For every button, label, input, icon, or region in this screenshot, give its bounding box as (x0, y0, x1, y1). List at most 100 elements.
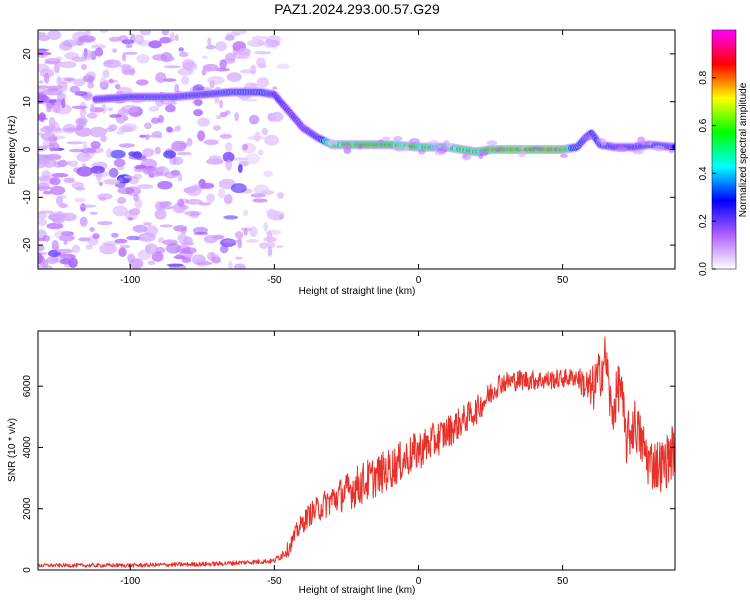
noise-blob (117, 196, 127, 205)
noise-blob (138, 232, 156, 242)
noise-blob (197, 117, 211, 127)
noise-blob (219, 111, 228, 118)
noise-blob (58, 234, 75, 242)
noise-blob (87, 82, 95, 89)
noise-blob (166, 263, 184, 267)
noise-blob (123, 51, 138, 55)
noise-blob (38, 160, 47, 169)
noise-blob (252, 198, 261, 203)
noise-blob (97, 193, 113, 200)
noise-blob (68, 148, 85, 153)
noise-blob (267, 246, 273, 257)
noise-blob (200, 183, 215, 189)
noise-blob (53, 63, 60, 74)
ridge-side-blob (616, 146, 628, 153)
noise-blob (38, 34, 50, 42)
noise-blob (86, 112, 98, 119)
noise-blob (181, 75, 190, 85)
noise-blob (122, 52, 127, 62)
noise-blob (230, 183, 247, 194)
noise-blob (79, 108, 87, 118)
noise-blob (225, 32, 241, 37)
noise-blob (71, 56, 87, 63)
noise-blob (154, 208, 167, 220)
noise-blob (151, 117, 160, 124)
noise-blob (98, 181, 104, 187)
noise-blob (264, 134, 279, 146)
noise-blob (78, 116, 88, 127)
noise-blob (275, 245, 284, 249)
noise-blob (128, 176, 139, 185)
noise-blob (54, 230, 72, 240)
noise-blob (203, 139, 219, 146)
y-tick-label: 0 (22, 146, 33, 152)
noise-blob (148, 134, 162, 138)
noise-blob (38, 153, 42, 158)
snr-line (38, 336, 675, 568)
noise-blob (73, 78, 86, 87)
noise-blob (89, 211, 98, 215)
colorbar-tick-label: 0.4 (698, 166, 709, 180)
noise-blob (75, 125, 84, 131)
noise-blob (263, 221, 269, 232)
colorbar-label: Normalized spectral amplitude (738, 82, 749, 217)
noise-blob (155, 72, 167, 83)
noise-blob (38, 175, 51, 182)
noise-blob (232, 157, 248, 161)
noise-blob (202, 63, 219, 72)
noise-blob (139, 30, 152, 36)
ridge-side-blob (600, 139, 607, 146)
noise-blob (265, 209, 273, 215)
noise-blob (52, 104, 61, 114)
noise-blob (103, 59, 122, 69)
snr-x-ticks: -100 -50 0 50 (120, 331, 569, 587)
noise-blob (202, 55, 208, 60)
ridge-side-blob (328, 139, 338, 146)
noise-blob (97, 221, 113, 226)
ridge-core (672, 145, 675, 149)
noise-blob (250, 193, 266, 198)
noise-blob (276, 63, 290, 70)
ridge-side-blob (429, 139, 439, 146)
noise-blob (261, 127, 269, 136)
noise-blob (136, 79, 149, 86)
noise-blob (108, 167, 119, 178)
noise-blob (185, 198, 203, 205)
noise-blob (109, 114, 122, 118)
noise-blob (61, 98, 66, 109)
noise-blob (137, 184, 154, 190)
noise-blob (163, 150, 177, 159)
ridge-side-blob (409, 138, 420, 145)
noise-blob (165, 104, 176, 113)
y-tick-label: 10 (22, 96, 33, 108)
noise-blob (207, 75, 225, 85)
noise-blob (62, 123, 77, 134)
noise-blob (123, 115, 129, 121)
noise-blob (178, 51, 189, 57)
noise-blob (276, 192, 285, 199)
noise-blob (159, 224, 174, 228)
ridge-side-blob (343, 144, 351, 148)
noise-blob (132, 224, 148, 233)
colorbar: 0.0 0.2 0.4 0.6 0.8 Normalized spectral ampl… (698, 29, 749, 276)
noise-blob (148, 106, 160, 112)
noise-blob (46, 222, 64, 230)
ridge-side-blob (518, 146, 525, 150)
snr-x-label: Height of straight line (km) (299, 585, 416, 596)
noise-blob (58, 203, 68, 209)
noise-blob (124, 210, 138, 221)
noise-blob (58, 81, 68, 92)
noise-blob (244, 153, 261, 164)
noise-blob (114, 83, 121, 90)
noise-blob (259, 242, 269, 249)
noise-blob (215, 41, 227, 52)
x-tick-label: 50 (557, 576, 569, 587)
noise-blob (60, 212, 77, 222)
noise-blob (52, 245, 60, 251)
noise-blob (112, 205, 128, 217)
noise-blob (152, 54, 168, 61)
noise-blob (144, 122, 152, 130)
ridge-side-blob (446, 142, 453, 148)
noise-blob (134, 164, 147, 170)
noise-blob (162, 239, 178, 246)
